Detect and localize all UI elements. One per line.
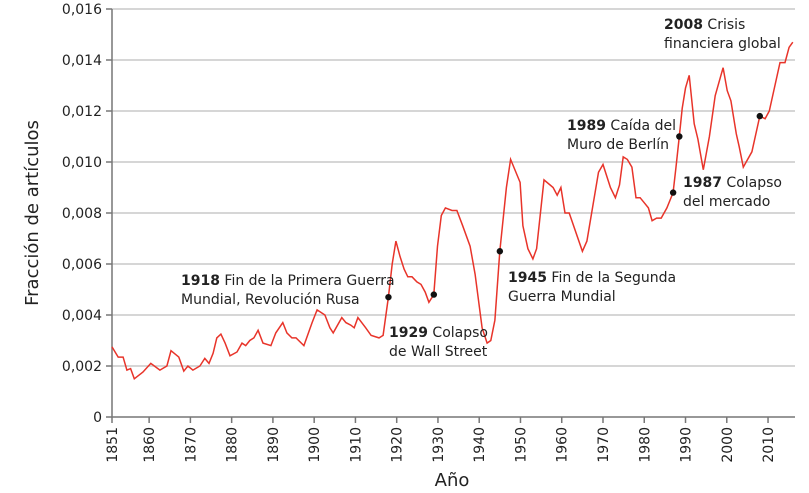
x-tick-label: 2010 bbox=[761, 427, 777, 463]
y-tick-label: 0,008 bbox=[62, 206, 102, 222]
x-tick-label: 2000 bbox=[720, 427, 736, 463]
x-tick-label: 1930 bbox=[431, 427, 447, 463]
annotations: 1918 Fin de la Primera Guerra Mundial, Re… bbox=[181, 17, 782, 360]
annotation-label: 1987 Colapso del mercado bbox=[683, 175, 782, 210]
y-tick-label: 0,002 bbox=[62, 359, 102, 375]
annotation-line1: Colapso bbox=[428, 325, 488, 341]
x-tick-label: 1851 bbox=[105, 427, 121, 463]
annotation-line2: del mercado bbox=[683, 194, 770, 210]
y-tick-label: 0,010 bbox=[62, 155, 102, 171]
y-tick-label: 0 bbox=[93, 410, 102, 426]
series-line bbox=[111, 41, 794, 381]
annotation-dot bbox=[496, 248, 504, 255]
annotation-line2: de Wall Street bbox=[389, 344, 488, 360]
y-axis-ticks: 0 0,002 0,004 0,006 0,008 0,010 0,012 0,014 0,01… bbox=[62, 2, 112, 426]
annotation-dot bbox=[385, 293, 392, 301]
x-tick-label: 1880 bbox=[225, 427, 241, 463]
annotation-label: 1989 Caída del Muro de Berlín bbox=[567, 118, 676, 153]
x-tick-label: 1960 bbox=[555, 427, 571, 463]
annotation-line1: Crisis bbox=[703, 17, 745, 33]
annotation-year: 2008 bbox=[664, 17, 703, 33]
annotation-dot bbox=[676, 133, 683, 140]
annotation-line2: Muro de Berlín bbox=[567, 137, 669, 153]
annotation-year: 1945 bbox=[508, 270, 547, 286]
annotation-year: 1987 bbox=[683, 175, 722, 191]
annotation-label: 1929 Colapso de Wall Street bbox=[389, 325, 488, 360]
x-tick-label: 1950 bbox=[513, 427, 529, 463]
x-tick-label: 1920 bbox=[390, 427, 406, 463]
annotation-dot bbox=[669, 189, 677, 196]
y-tick-label: 0,014 bbox=[62, 53, 102, 69]
y-tick-label: 0,016 bbox=[62, 2, 102, 18]
x-axis-label: Año bbox=[435, 470, 470, 491]
x-tick-label: 1910 bbox=[348, 427, 364, 463]
annotation-year: 1929 bbox=[389, 325, 428, 341]
annotation-line2: Mundial, Revolución Rusa bbox=[181, 292, 360, 308]
annotation-line1: Caída del bbox=[606, 118, 676, 134]
y-tick-label: 0,012 bbox=[62, 104, 102, 120]
annotation-year: 1918 bbox=[181, 273, 220, 289]
x-tick-label: 1970 bbox=[596, 427, 612, 463]
y-axis-label: Fracción de artículos bbox=[22, 120, 43, 306]
x-tick-label: 1900 bbox=[307, 427, 323, 463]
annotation-label: 1918 Fin de la Primera Guerra Mundial, Re… bbox=[181, 273, 395, 308]
x-tick-label: 1890 bbox=[266, 427, 282, 463]
x-tick-label: 1870 bbox=[183, 427, 199, 463]
gridlines bbox=[112, 8, 795, 367]
x-axis-ticks: 1851 1860 1870 1880 1890 1900 1910 1920 1930 1940… bbox=[105, 417, 777, 463]
annotation-line1: Fin de la Primera Guerra bbox=[220, 273, 395, 289]
annotation-year: 1989 bbox=[567, 118, 606, 134]
x-tick-label: 1940 bbox=[472, 427, 488, 463]
annotation-label: 2008 Crisis financiera global bbox=[664, 17, 781, 52]
annotation-dot bbox=[430, 291, 438, 298]
annotation-dot bbox=[756, 112, 763, 120]
annotation-label: 1945 Fin de la Segunda Guerra Mundial bbox=[508, 270, 676, 305]
annotation-line2: Guerra Mundial bbox=[508, 289, 616, 305]
annotation-line1: Fin de la Segunda bbox=[547, 270, 676, 286]
annotation-line2: financiera global bbox=[664, 36, 781, 52]
y-tick-label: 0,006 bbox=[62, 257, 102, 273]
annotation-line1: Colapso bbox=[722, 175, 782, 191]
x-tick-label: 1860 bbox=[142, 427, 158, 463]
x-tick-label: 1980 bbox=[637, 427, 653, 463]
y-tick-label: 0,004 bbox=[62, 308, 102, 324]
x-tick-label: 1990 bbox=[679, 427, 695, 463]
